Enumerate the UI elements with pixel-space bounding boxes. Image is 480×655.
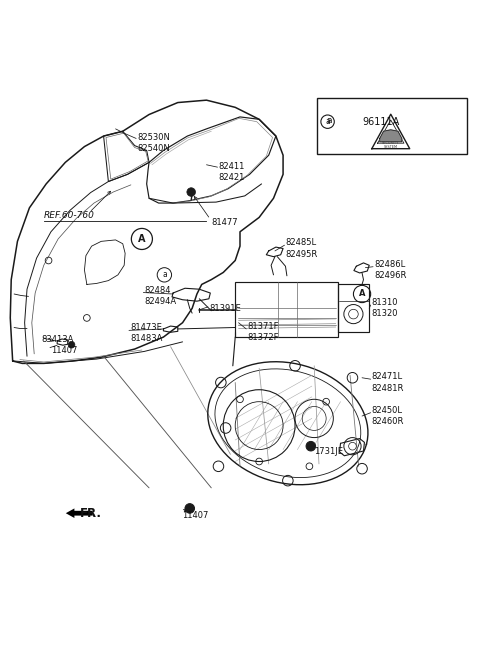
Text: REF.60-760: REF.60-760 (44, 210, 95, 219)
Text: 11407: 11407 (51, 346, 77, 355)
FancyArrow shape (66, 508, 93, 518)
Text: A: A (359, 290, 365, 299)
Bar (317, 98, 468, 154)
Text: 83413A: 83413A (41, 335, 74, 344)
Bar (235, 282, 338, 337)
Text: a: a (326, 116, 332, 125)
Text: 81310
81320: 81310 81320 (372, 298, 398, 318)
Text: a: a (325, 117, 330, 126)
Text: 96111A: 96111A (362, 117, 399, 126)
Polygon shape (380, 130, 402, 141)
Text: 1731JE: 1731JE (314, 447, 343, 457)
Text: FR.: FR. (80, 507, 102, 519)
Text: 81477: 81477 (211, 217, 238, 227)
Circle shape (187, 188, 195, 196)
Text: 82411
82421: 82411 82421 (218, 162, 245, 182)
Text: 82485L
82495R: 82485L 82495R (286, 238, 318, 259)
Text: 81371F
81372F: 81371F 81372F (247, 322, 279, 343)
Text: 82471L
82481R: 82471L 82481R (372, 373, 404, 392)
Circle shape (68, 341, 75, 348)
Circle shape (306, 441, 316, 451)
Circle shape (185, 504, 194, 514)
Text: 82484
82494A: 82484 82494A (144, 286, 177, 307)
Text: 82486L
82496R: 82486L 82496R (374, 260, 407, 280)
Text: 82530N
82540N: 82530N 82540N (137, 133, 170, 153)
Text: 81391E: 81391E (209, 304, 240, 313)
Text: 81473E
81483A: 81473E 81483A (130, 323, 162, 343)
Text: a: a (162, 271, 167, 279)
Text: SECURITY
SYSTEM: SECURITY SYSTEM (382, 141, 399, 149)
Bar (338, 284, 369, 332)
Text: 11407: 11407 (182, 511, 209, 519)
Text: 82450L
82460R: 82450L 82460R (372, 406, 404, 426)
Text: A: A (138, 234, 145, 244)
